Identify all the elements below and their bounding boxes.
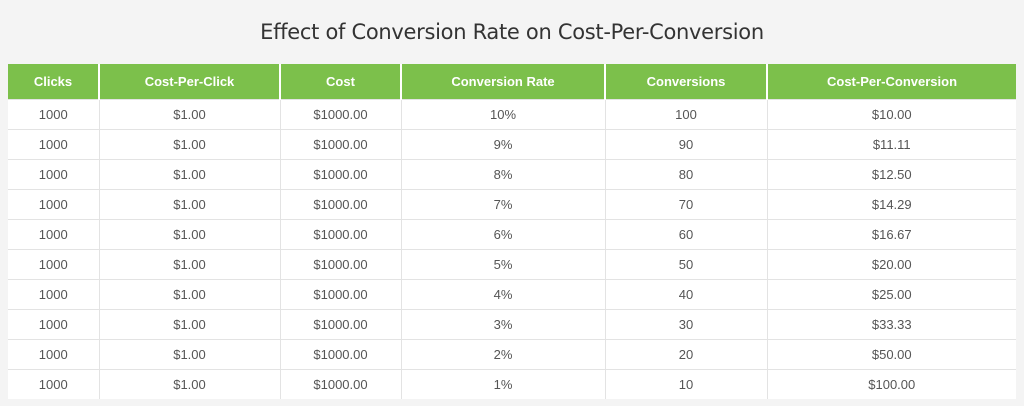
table-row: 1000 $1.00 $1000.00 7% 70 $14.29 [8, 189, 1016, 220]
table-row: 1000 $1.00 $1000.00 4% 40 $25.00 [8, 279, 1016, 310]
table-cell-clicks: 1000 [8, 369, 99, 399]
table-cell-cost: $1000.00 [279, 219, 401, 250]
table-cell-cost-per-click: $1.00 [98, 129, 280, 160]
table-cell-conversion-rate: 5% [400, 249, 605, 280]
table-row: 1000 $1.00 $1000.00 8% 80 $12.50 [8, 159, 1016, 190]
table-cell-conversions: 80 [604, 159, 767, 190]
table-cell-cost-per-click: $1.00 [98, 219, 280, 250]
table-cell-cost-per-conversion: $14.29 [766, 189, 1016, 220]
table-row: 1000 $1.00 $1000.00 6% 60 $16.67 [8, 219, 1016, 250]
table-cell-conversion-rate: 6% [400, 219, 605, 250]
table-cell-clicks: 1000 [8, 159, 99, 190]
column-header-cost: Cost [279, 64, 401, 100]
table-cell-cost-per-click: $1.00 [98, 279, 280, 310]
column-header-conversions: Conversions [604, 64, 767, 100]
table-cell-cost-per-conversion: $10.00 [766, 99, 1016, 130]
table-cell-cost-per-click: $1.00 [98, 159, 280, 190]
chart-title: Effect of Conversion Rate on Cost-Per-Co… [260, 20, 764, 44]
table-cell-clicks: 1000 [8, 129, 99, 160]
table-cell-cost: $1000.00 [279, 339, 401, 370]
table-cell-conversion-rate: 7% [400, 189, 605, 220]
table-row: 1000 $1.00 $1000.00 5% 50 $20.00 [8, 249, 1016, 280]
table-cell-clicks: 1000 [8, 339, 99, 370]
column-header-conversion-rate: Conversion Rate [400, 64, 605, 100]
table-row: 1000 $1.00 $1000.00 3% 30 $33.33 [8, 309, 1016, 340]
table-row: 1000 $1.00 $1000.00 10% 100 $10.00 [8, 99, 1016, 130]
table-cell-conversions: 40 [604, 279, 767, 310]
table-cell-cost: $1000.00 [279, 159, 401, 190]
table-cell-conversion-rate: 10% [400, 99, 605, 130]
table-header-row: Clicks Cost-Per-Click Cost Conversion Rate C… [8, 64, 1016, 100]
table-body: 1000 $1.00 $1000.00 10% 100 $10.00 1000 $1.00 $1… [8, 99, 1016, 399]
conversion-table: Clicks Cost-Per-Click Cost Conversion Rate C… [8, 64, 1016, 399]
table-cell-cost-per-click: $1.00 [98, 369, 280, 399]
table-cell-conversion-rate: 9% [400, 129, 605, 160]
table-cell-cost-per-click: $1.00 [98, 99, 280, 130]
table-cell-conversions: 100 [604, 99, 767, 130]
table-cell-cost-per-conversion: $25.00 [766, 279, 1016, 310]
table-cell-cost-per-click: $1.00 [98, 249, 280, 280]
table-cell-cost-per-conversion: $11.11 [766, 129, 1016, 160]
table-cell-cost-per-click: $1.00 [98, 189, 280, 220]
table-cell-cost-per-conversion: $16.67 [766, 219, 1016, 250]
table-cell-clicks: 1000 [8, 219, 99, 250]
table-cell-cost-per-conversion: $20.00 [766, 249, 1016, 280]
table-cell-conversion-rate: 8% [400, 159, 605, 190]
table-cell-clicks: 1000 [8, 249, 99, 280]
table-row: 1000 $1.00 $1000.00 9% 90 $11.11 [8, 129, 1016, 160]
table-cell-conversions: 70 [604, 189, 767, 220]
table-cell-clicks: 1000 [8, 189, 99, 220]
table-cell-cost: $1000.00 [279, 189, 401, 220]
column-header-clicks: Clicks [8, 64, 99, 100]
table-cell-clicks: 1000 [8, 99, 99, 130]
table-cell-clicks: 1000 [8, 279, 99, 310]
table-cell-conversions: 90 [604, 129, 767, 160]
table-cell-cost-per-conversion: $33.33 [766, 309, 1016, 340]
table-row: 1000 $1.00 $1000.00 1% 10 $100.00 [8, 369, 1016, 399]
table-row: 1000 $1.00 $1000.00 2% 20 $50.00 [8, 339, 1016, 370]
table-cell-cost: $1000.00 [279, 99, 401, 130]
table-cell-conversions: 20 [604, 339, 767, 370]
table-cell-cost-per-conversion: $50.00 [766, 339, 1016, 370]
table-cell-cost: $1000.00 [279, 129, 401, 160]
column-header-cost-per-click: Cost-Per-Click [98, 64, 280, 100]
table-cell-conversions: 30 [604, 309, 767, 340]
table-cell-clicks: 1000 [8, 309, 99, 340]
table-cell-conversions: 50 [604, 249, 767, 280]
table-cell-cost: $1000.00 [279, 249, 401, 280]
table-cell-conversion-rate: 1% [400, 369, 605, 399]
table-cell-conversions: 10 [604, 369, 767, 399]
table-cell-cost: $1000.00 [279, 279, 401, 310]
table-cell-cost-per-conversion: $12.50 [766, 159, 1016, 190]
table-cell-cost-per-click: $1.00 [98, 339, 280, 370]
column-header-cost-per-conversion: Cost-Per-Conversion [766, 64, 1016, 100]
table-cell-conversion-rate: 2% [400, 339, 605, 370]
table-cell-conversion-rate: 4% [400, 279, 605, 310]
table-cell-conversion-rate: 3% [400, 309, 605, 340]
table-cell-cost-per-click: $1.00 [98, 309, 280, 340]
table-cell-cost: $1000.00 [279, 309, 401, 340]
table-cell-cost: $1000.00 [279, 369, 401, 399]
table-cell-conversions: 60 [604, 219, 767, 250]
table-cell-cost-per-conversion: $100.00 [766, 369, 1016, 399]
